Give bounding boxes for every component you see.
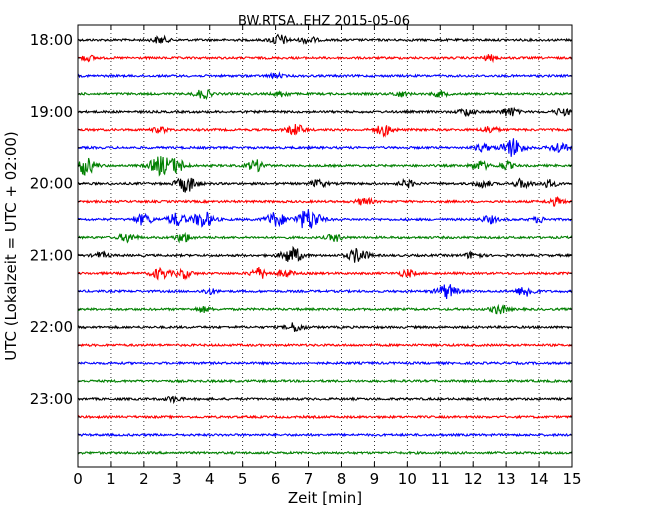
x-tick-label: 15 bbox=[562, 470, 581, 488]
trace-2245 bbox=[77, 378, 573, 384]
trace-2015 bbox=[77, 196, 573, 207]
trace-2315 bbox=[77, 414, 573, 420]
trace-2030 bbox=[77, 209, 573, 229]
y-tick-label: 19:00 bbox=[30, 103, 73, 121]
trace-1915 bbox=[77, 124, 573, 138]
y-tick-label: 18:00 bbox=[30, 31, 73, 49]
x-tick-label: 0 bbox=[73, 470, 83, 488]
trace-1945 bbox=[77, 156, 573, 177]
x-tick-label: 11 bbox=[431, 470, 450, 488]
x-tick-label: 6 bbox=[271, 470, 281, 488]
trace-2145 bbox=[77, 303, 573, 315]
y-tick-labels: 18:00 19:00 20:00 21:00 22:00 23:00 bbox=[30, 31, 73, 408]
trace-2330 bbox=[77, 432, 573, 438]
trace-1830 bbox=[77, 71, 573, 80]
x-tick-labels: 0 1 2 3 4 5 6 7 8 9 10 11 12 13 14 15 bbox=[73, 470, 581, 488]
chart-title: BW.RTSA..EHZ 2015-05-06 bbox=[238, 14, 410, 29]
axis-ticks bbox=[77, 25, 573, 467]
y-tick-label: 23:00 bbox=[30, 390, 73, 408]
trace-1900 bbox=[77, 106, 573, 118]
x-tick-label: 10 bbox=[398, 470, 417, 488]
x-tick-label: 8 bbox=[337, 470, 347, 488]
x-axis-label: Zeit [min] bbox=[288, 489, 362, 507]
x-tick-label: 3 bbox=[172, 470, 182, 488]
trace-2345 bbox=[77, 450, 573, 456]
y-tick-label: 20:00 bbox=[30, 175, 73, 193]
x-tick-label: 2 bbox=[139, 470, 149, 488]
trace-1815 bbox=[77, 54, 573, 64]
x-tick-label: 5 bbox=[238, 470, 248, 488]
trace-1800 bbox=[77, 33, 573, 45]
x-tick-label: 13 bbox=[497, 470, 516, 488]
trace-2000 bbox=[77, 177, 573, 193]
y-tick-label: 22:00 bbox=[30, 318, 73, 336]
y-axis-label: UTC (Lokalzeit = UTC + 02:00) bbox=[2, 131, 20, 361]
trace-1845 bbox=[77, 89, 573, 101]
seismogram-traces bbox=[77, 33, 573, 456]
trace-1930 bbox=[77, 138, 573, 157]
trace-2045 bbox=[77, 231, 573, 244]
y-tick-label: 21:00 bbox=[30, 246, 73, 264]
x-tick-label: 1 bbox=[106, 470, 116, 488]
trace-2100 bbox=[77, 245, 573, 263]
trace-2200 bbox=[77, 322, 573, 332]
x-tick-label: 12 bbox=[464, 470, 483, 488]
x-tick-label: 7 bbox=[304, 470, 314, 488]
x-tick-label: 9 bbox=[370, 470, 380, 488]
plot-frame bbox=[77, 24, 573, 468]
trace-2115 bbox=[77, 266, 573, 281]
x-tick-label: 4 bbox=[205, 470, 215, 488]
x-tick-label: 14 bbox=[530, 470, 549, 488]
trace-2230 bbox=[77, 360, 573, 366]
vertical-grid bbox=[110, 25, 540, 467]
trace-2215 bbox=[77, 342, 573, 348]
trace-2130 bbox=[77, 284, 573, 299]
trace-2300 bbox=[77, 395, 573, 405]
